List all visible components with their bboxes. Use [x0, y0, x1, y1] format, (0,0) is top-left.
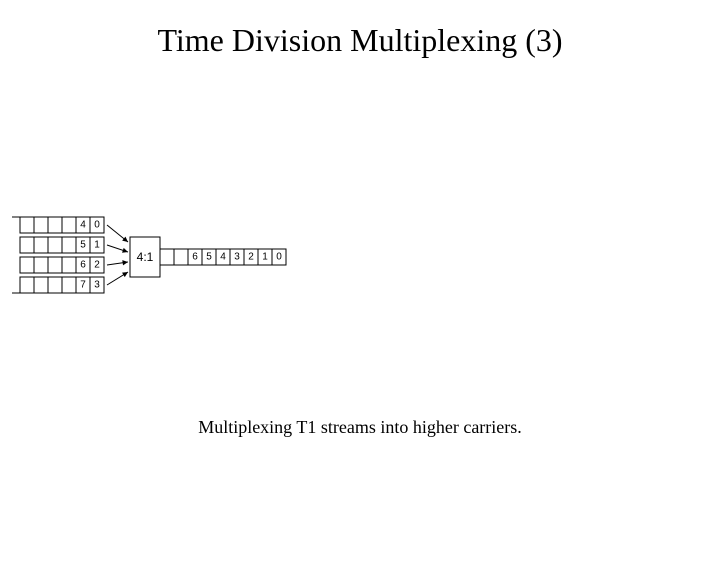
svg-text:5: 5 — [206, 252, 212, 263]
svg-text:5: 5 — [80, 240, 86, 251]
svg-text:4: 4 — [80, 220, 86, 231]
svg-text:6: 6 — [80, 260, 86, 271]
svg-text:6: 6 — [192, 252, 198, 263]
tdm-diagram: 405162734:16543210 — [0, 22, 720, 562]
svg-text:3: 3 — [94, 280, 100, 291]
svg-text:2: 2 — [248, 252, 254, 263]
svg-text:7: 7 — [80, 280, 86, 291]
svg-text:0: 0 — [276, 252, 282, 263]
svg-text:1: 1 — [94, 240, 100, 251]
svg-text:0: 0 — [94, 220, 100, 231]
svg-text:1: 1 — [262, 252, 268, 263]
svg-text:4:1: 4:1 — [137, 250, 154, 264]
svg-text:3: 3 — [234, 252, 240, 263]
svg-text:4: 4 — [220, 252, 226, 263]
svg-text:2: 2 — [94, 260, 100, 271]
